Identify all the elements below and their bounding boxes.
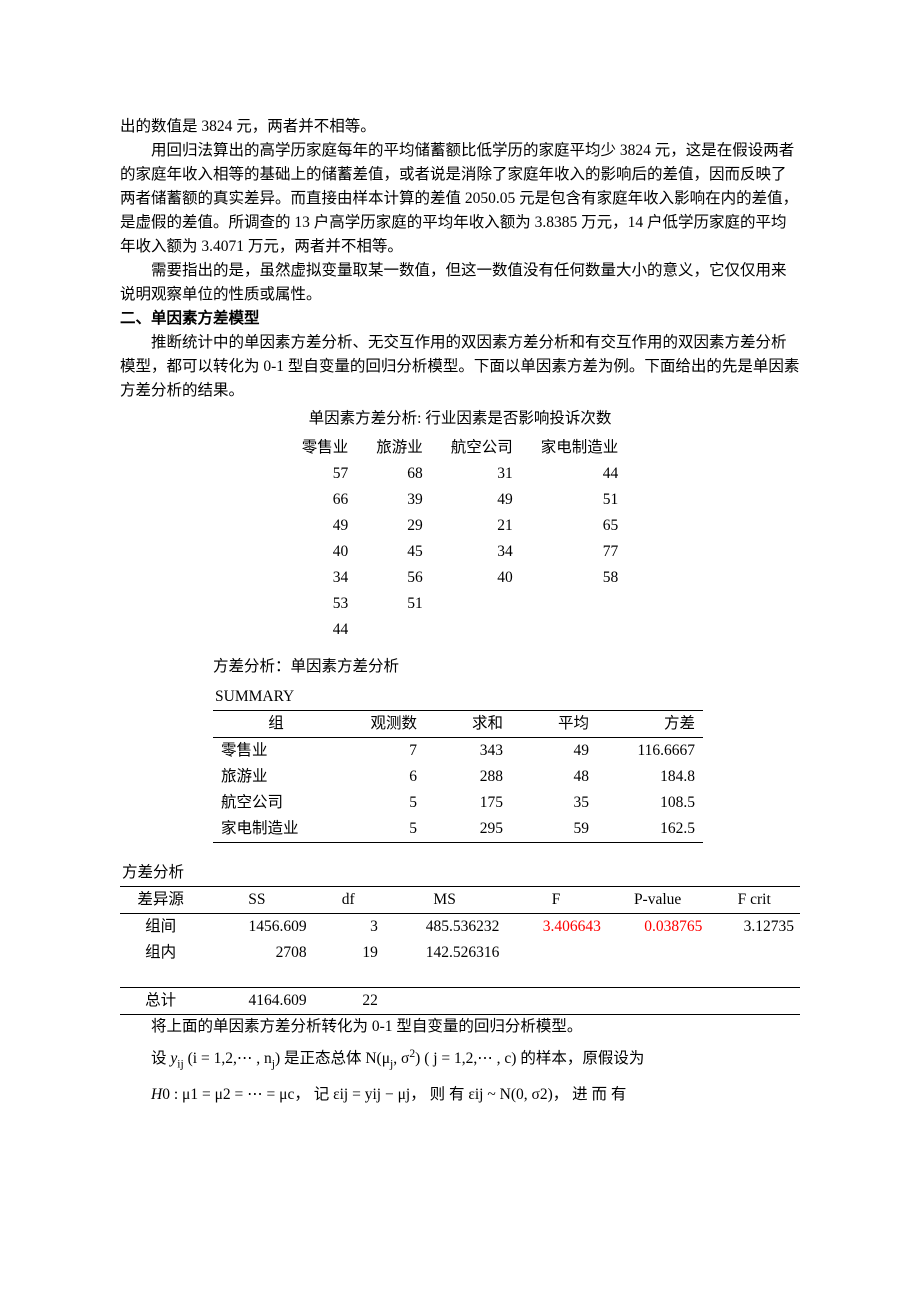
cell: 116.6667 xyxy=(597,738,703,765)
cell: 44 xyxy=(288,617,363,643)
cell: 40 xyxy=(288,539,363,565)
cell: 184.8 xyxy=(597,764,703,790)
cell xyxy=(505,940,607,966)
cell: 288 xyxy=(425,764,511,790)
cell: 家电制造业 xyxy=(213,816,339,843)
cell: 65 xyxy=(527,513,633,539)
cell: 5 xyxy=(339,816,425,843)
body-text: 需要指出的是，虽然虚拟变量取某一数值，但这一数值没有任何数量大小的意义，它仅仅用… xyxy=(120,259,800,307)
cell: 77 xyxy=(527,539,633,565)
table-caption: 方差分析：单因素方差分析 xyxy=(120,655,800,679)
col-header: F xyxy=(505,887,607,914)
cell: 7 xyxy=(339,738,425,765)
cell: 19 xyxy=(313,940,384,966)
cell: 48 xyxy=(511,764,597,790)
summary-title: SUMMARY xyxy=(213,685,296,711)
col-header: P-value xyxy=(607,887,709,914)
cell: 4164.609 xyxy=(201,987,312,1014)
anova-table: 差异源 SS df MS F P-value F crit 组间 1456.60… xyxy=(120,886,800,1014)
anova-title: 方差分析 xyxy=(120,861,186,887)
col-header: 差异源 xyxy=(120,887,201,914)
cell: 51 xyxy=(362,591,437,617)
col-header: 方差 xyxy=(597,711,703,738)
cell: 45 xyxy=(362,539,437,565)
body-text: 将上面的单因素方差分析转化为 0-1 型自变量的回归分析模型。 xyxy=(120,1015,800,1039)
col-header: 观测数 xyxy=(339,711,425,738)
cell: 5 xyxy=(339,790,425,816)
cell: 162.5 xyxy=(597,816,703,843)
cell: 34 xyxy=(437,539,527,565)
cell: 组内 xyxy=(120,940,201,966)
cell: 49 xyxy=(288,513,363,539)
cell: 59 xyxy=(511,816,597,843)
data-table: 零售业 旅游业 航空公司 家电制造业 57683144 66394951 492… xyxy=(288,435,633,643)
cell: 68 xyxy=(362,461,437,487)
col-header: 航空公司 xyxy=(437,435,527,461)
cell: 108.5 xyxy=(597,790,703,816)
section-heading: 二、单因素方差模型 xyxy=(120,307,800,331)
cell: 49 xyxy=(437,487,527,513)
cell: 35 xyxy=(511,790,597,816)
cell: 3 xyxy=(313,914,384,941)
col-header: 组 xyxy=(213,711,339,738)
col-header: F crit xyxy=(708,887,800,914)
body-text: 推断统计中的单因素方差分析、无交互作用的双因素方差分析和有交互作用的双因素方差分… xyxy=(120,331,800,403)
cell: 295 xyxy=(425,816,511,843)
cell: 2708 xyxy=(201,940,312,966)
cell: 343 xyxy=(425,738,511,765)
cell xyxy=(362,617,437,643)
cell: 49 xyxy=(511,738,597,765)
math-expression: 设 yij (i = 1,2,⋯ , nj) 是正态总体 N(μj, σ2) (… xyxy=(120,1045,800,1073)
cell: 56 xyxy=(362,565,437,591)
table-caption: 单因素方差分析: 行业因素是否影响投诉次数 xyxy=(120,407,800,431)
cell xyxy=(527,591,633,617)
cell: 51 xyxy=(527,487,633,513)
col-header: SS xyxy=(201,887,312,914)
col-header: MS xyxy=(384,887,505,914)
col-header: 旅游业 xyxy=(362,435,437,461)
cell xyxy=(527,617,633,643)
cell: 航空公司 xyxy=(213,790,339,816)
cell: 57 xyxy=(288,461,363,487)
body-text: 用回归法算出的高学历家庭每年的平均储蓄额比低学历的家庭平均少 3824 元，这是… xyxy=(120,139,800,259)
cell: 44 xyxy=(527,461,633,487)
col-header: 零售业 xyxy=(288,435,363,461)
cell: 3.12735 xyxy=(708,914,800,941)
cell: 组间 xyxy=(120,914,201,941)
cell: 58 xyxy=(527,565,633,591)
cell: 39 xyxy=(362,487,437,513)
cell: 21 xyxy=(437,513,527,539)
cell: 53 xyxy=(288,591,363,617)
cell: 175 xyxy=(425,790,511,816)
cell: 485.536232 xyxy=(384,914,505,941)
cell: 1456.609 xyxy=(201,914,312,941)
body-text: 出的数值是 3824 元，两者并不相等。 xyxy=(120,115,800,139)
cell: 142.526316 xyxy=(384,940,505,966)
cell xyxy=(708,940,800,966)
cell-highlight: 3.406643 xyxy=(505,914,607,941)
cell: 34 xyxy=(288,565,363,591)
cell: 40 xyxy=(437,565,527,591)
cell: 22 xyxy=(313,987,384,1014)
cell xyxy=(437,591,527,617)
cell: 29 xyxy=(362,513,437,539)
cell: 66 xyxy=(288,487,363,513)
math-expression: H0 : μ1 = μ2 = ⋯ = μc， 记 εij = yij − μj，… xyxy=(120,1083,800,1107)
col-header: 家电制造业 xyxy=(527,435,633,461)
col-header: df xyxy=(313,887,384,914)
col-header: 平均 xyxy=(511,711,597,738)
cell: 31 xyxy=(437,461,527,487)
cell xyxy=(607,940,709,966)
cell: 旅游业 xyxy=(213,764,339,790)
summary-table: 组 观测数 求和 平均 方差 零售业734349116.6667 旅游业6288… xyxy=(213,710,703,843)
cell: 总计 xyxy=(120,987,201,1014)
cell: 6 xyxy=(339,764,425,790)
col-header: 求和 xyxy=(425,711,511,738)
cell-highlight: 0.038765 xyxy=(607,914,709,941)
cell xyxy=(437,617,527,643)
cell: 零售业 xyxy=(213,738,339,765)
